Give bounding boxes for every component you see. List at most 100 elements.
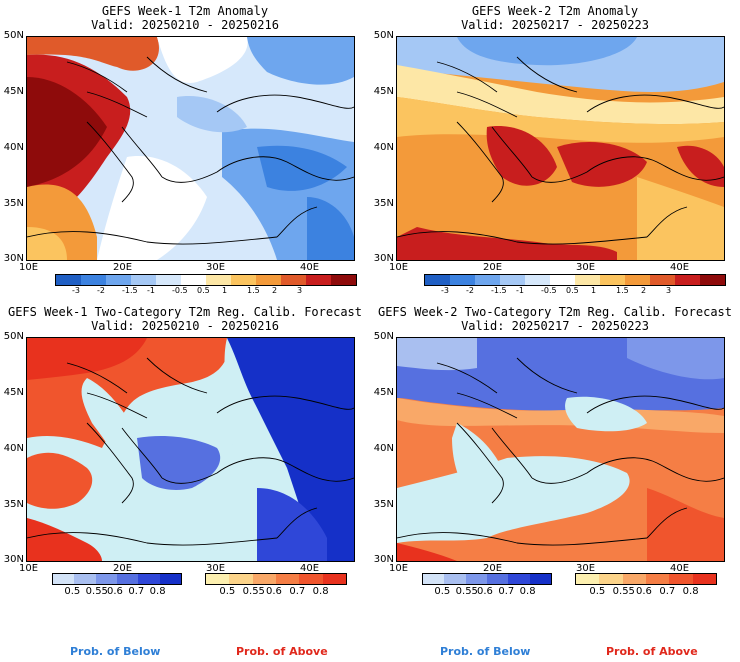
colorbar-swatch <box>645 574 670 584</box>
panel2-title-line2: Valid: 20250217 - 20250223 <box>461 18 649 32</box>
colorbar-swatch <box>500 275 525 285</box>
colorbar-swatch <box>650 275 675 285</box>
colorbar-tick-label: 0.6 <box>477 586 493 597</box>
panel1-lat-30: 30N <box>3 253 24 264</box>
panel4-title: GEFS Week-2 Two-Category T2m Reg. Calib.… <box>372 305 738 333</box>
panel4-above-colorbar <box>575 573 717 585</box>
colorbar-tick-label: 2 <box>641 286 647 295</box>
colorbar-swatch <box>599 574 623 584</box>
colorbar-tick-label: 0.8 <box>149 586 166 597</box>
week1-probability-map <box>26 337 355 562</box>
colorbar-swatch <box>576 574 600 584</box>
colorbar-tick-label: -0.5 <box>541 286 557 295</box>
panel3-lon-10: 10E <box>19 563 39 574</box>
colorbar-tick-label: 0.5 <box>219 586 236 597</box>
colorbar-swatch <box>600 275 625 285</box>
colorbar-tick-label: 0.5 <box>566 286 579 295</box>
colorbar-tick-label: 2 <box>272 286 278 295</box>
colorbar-swatch <box>575 275 600 285</box>
panel4-lon-40: 40E <box>670 563 690 574</box>
panel3-lat-35: 35N <box>3 499 24 510</box>
colorbar-swatch <box>81 275 106 285</box>
panel1-anomaly-colorbar <box>55 274 357 286</box>
colorbar-tick-label: -2 <box>466 286 474 295</box>
panel1-lat-50: 50N <box>3 30 24 41</box>
panel3-lon-40: 40E <box>300 563 320 574</box>
colorbar-tick-label: 0.5 <box>64 586 81 597</box>
panel3-lat-40: 40N <box>3 443 24 454</box>
panel2-lon-40: 40E <box>670 262 690 273</box>
colorbar-swatch <box>252 574 276 584</box>
colorbar-tick-label: 3 <box>297 286 303 295</box>
colorbar-tick-label: 0.6 <box>266 586 282 597</box>
panel1-lon-30: 30E <box>206 262 226 273</box>
colorbar-swatch <box>322 574 346 584</box>
prob-below-label-left: Prob. of Below <box>70 645 161 658</box>
panel1-title-line2: Valid: 20250210 - 20250216 <box>91 18 279 32</box>
colorbar-swatch <box>465 574 487 584</box>
panel4-lon-30: 30E <box>576 563 596 574</box>
panel3-lon-20: 20E <box>113 563 133 574</box>
panel3-lon-30: 30E <box>206 563 226 574</box>
colorbar-tick-label: 0.8 <box>519 586 536 597</box>
colorbar-tick-label: 0.55 <box>242 586 265 597</box>
colorbar-tick-label: 0.6 <box>107 586 123 597</box>
panel3-title-line2: Valid: 20250210 - 20250216 <box>91 319 279 333</box>
prob-above-label-left: Prob. of Above <box>236 645 328 658</box>
colorbar-tick-label: 0.5 <box>589 586 606 597</box>
colorbar-swatch <box>444 574 466 584</box>
colorbar-swatch <box>306 275 331 285</box>
panel4-title-line1: GEFS Week-2 Two-Category T2m Reg. Calib.… <box>377 305 732 319</box>
panel2-title: GEFS Week-2 T2m Anomaly Valid: 20250217 … <box>380 4 730 32</box>
colorbar-swatch <box>206 574 230 584</box>
colorbar-tick-label: -1 <box>147 286 155 295</box>
colorbar-tick-label: -1 <box>516 286 524 295</box>
colorbar-swatch <box>275 574 300 584</box>
colorbar-swatch <box>299 574 323 584</box>
panel3-lat-45: 45N <box>3 387 24 398</box>
panel1-title-line1: GEFS Week-1 T2m Anomaly <box>101 4 269 18</box>
colorbar-tick-label: 0.7 <box>659 586 676 597</box>
panel2-title-line1: GEFS Week-2 T2m Anomaly <box>471 4 639 18</box>
colorbar-tick-label: 0.8 <box>682 586 699 597</box>
panel1-lon-20: 20E <box>113 262 133 273</box>
colorbar-tick-label: -0.5 <box>172 286 188 295</box>
colorbar-swatch <box>550 275 575 285</box>
colorbar-swatch <box>56 275 81 285</box>
colorbar-tick-label: 0.55 <box>85 586 108 597</box>
panel1-lat-45: 45N <box>3 86 24 97</box>
colorbar-swatch <box>692 574 716 584</box>
colorbar-swatch <box>138 574 160 584</box>
colorbar-swatch <box>700 275 725 285</box>
colorbar-swatch <box>156 275 181 285</box>
panel4-lon-10: 10E <box>389 563 409 574</box>
panel3-below-colorbar <box>52 573 182 585</box>
panel2-lat-40: 40N <box>373 142 394 153</box>
colorbar-swatch <box>281 275 306 285</box>
panel1-lat-40: 40N <box>3 142 24 153</box>
colorbar-tick-label: 1 <box>591 286 597 295</box>
colorbar-tick-label: 0.8 <box>312 586 329 597</box>
panel4-below-colorbar <box>422 573 552 585</box>
week1-anomaly-map <box>26 36 355 261</box>
panel2-lat-45: 45N <box>373 86 394 97</box>
prob-below-label-right: Prob. of Below <box>440 645 531 658</box>
colorbar-swatch <box>231 275 256 285</box>
colorbar-swatch <box>625 275 650 285</box>
panel1-lon-40: 40E <box>300 262 320 273</box>
colorbar-swatch <box>622 574 646 584</box>
colorbar-swatch <box>256 275 281 285</box>
colorbar-tick-label: 1 <box>222 286 228 295</box>
colorbar-swatch <box>486 574 509 584</box>
panel3-title-line1: GEFS Week-1 Two-Category T2m Reg. Calib.… <box>7 305 362 319</box>
prob-above-label-right: Prob. of Above <box>606 645 698 658</box>
colorbar-swatch <box>229 574 253 584</box>
panel2-anomaly-colorbar <box>424 274 726 286</box>
week2-probability-map <box>396 337 725 562</box>
panel4-lat-45: 45N <box>373 387 394 398</box>
colorbar-swatch <box>423 574 445 584</box>
colorbar-swatch <box>159 574 181 584</box>
colorbar-swatch <box>95 574 117 584</box>
colorbar-swatch <box>508 574 530 584</box>
colorbar-tick-label: 3 <box>666 286 672 295</box>
